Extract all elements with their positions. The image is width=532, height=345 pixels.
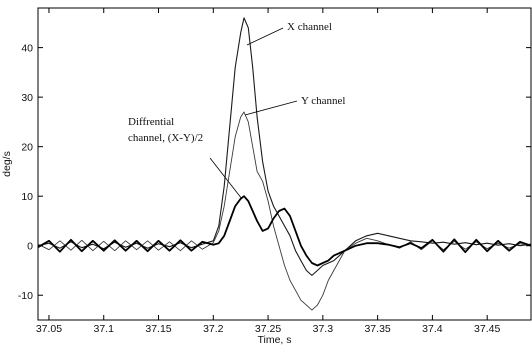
diff-channel-label-line2: channel, (X-Y)/2: [128, 132, 203, 144]
series-line-x-channel: [37, 17, 532, 276]
x-tick-label: 37.25: [255, 323, 281, 335]
series-line-y-channel: [37, 111, 532, 311]
x-tick-label: 37.3: [313, 323, 334, 335]
diff-channel-leader: [209, 157, 243, 200]
diff-channel-label-line1: Diffrential: [128, 116, 174, 128]
y-channel-leader: [244, 100, 298, 116]
y-axis-title: deg/s: [1, 151, 13, 177]
x-tick-label: 37.45: [474, 323, 500, 335]
x-tick-label: 37.1: [94, 323, 115, 335]
x-tick-label: 37.35: [364, 323, 390, 335]
annotations: X channel Y channel Diffrential channel,…: [128, 21, 346, 200]
x-channel-label: X channel: [287, 21, 332, 33]
y-tick-label: 40: [21, 43, 33, 55]
y-tick-label: -10: [18, 290, 33, 302]
x-tick-label: 37.4: [422, 323, 443, 335]
y-axis: -10 0 10 20 30 40: [18, 43, 531, 302]
x-tick-label: 37.05: [36, 323, 62, 335]
y-tick-label: 0: [27, 241, 33, 253]
y-channel-label: Y channel: [301, 95, 346, 107]
x-channel-leader: [246, 27, 284, 46]
series-line-differential-channel: [37, 195, 532, 267]
x-axis: 37.05 37.1 37.15 37.2 37.25 37.3 37.35 37.4 37.4…: [36, 8, 500, 335]
x-tick-label: 37.2: [203, 323, 224, 335]
plot-frame: [37, 7, 532, 321]
x-tick-label: 37.15: [145, 323, 171, 335]
x-axis-title: Time, s: [257, 334, 291, 345]
series-layer: [37, 17, 532, 311]
y-tick-label: 30: [21, 92, 33, 104]
y-tick-label: 10: [21, 191, 33, 203]
y-tick-label: 20: [21, 142, 33, 154]
